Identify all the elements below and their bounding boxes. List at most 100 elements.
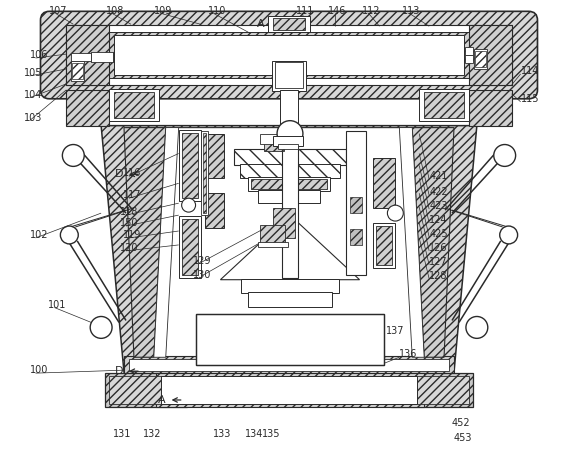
Text: 126: 126 [429,243,448,253]
Text: 111: 111 [296,6,314,16]
Polygon shape [221,215,359,280]
Bar [275,62,303,88]
Circle shape [466,317,488,338]
Text: 106: 106 [29,50,48,60]
Polygon shape [66,90,109,125]
Text: 135: 135 [262,429,281,439]
Bar [475,51,486,67]
Text: 119: 119 [123,230,141,240]
Text: 128: 128 [429,271,448,281]
Text: 101: 101 [48,300,67,310]
Bar [373,223,395,268]
Text: 112: 112 [362,6,380,16]
Polygon shape [101,125,477,372]
Bar [264,142,284,151]
Circle shape [62,144,84,166]
Bar [234,150,346,165]
Bar [273,136,303,145]
Bar [248,177,329,191]
Text: 120: 120 [120,243,138,253]
FancyBboxPatch shape [40,11,537,99]
Bar [109,376,183,404]
Bar [260,225,285,243]
Circle shape [388,205,403,221]
Text: 100: 100 [29,365,48,375]
Bar [469,25,511,85]
Text: 131: 131 [113,429,131,439]
Bar [196,313,384,365]
Text: 133: 133 [214,429,232,439]
Text: 118: 118 [120,207,138,217]
Bar [241,279,339,293]
Text: 104: 104 [24,90,42,100]
Text: A: A [256,19,264,29]
Bar [156,373,424,407]
Text: 127: 127 [429,257,448,267]
Bar [181,132,198,198]
Text: 107: 107 [50,6,68,16]
Bar [268,16,310,32]
Bar [196,313,384,365]
Bar [350,229,362,245]
Bar [395,376,469,404]
Bar [273,18,305,30]
Circle shape [90,317,112,338]
Text: 117: 117 [123,190,142,200]
Bar [73,63,84,79]
Text: 452: 452 [452,418,471,428]
Bar [273,208,295,238]
Bar [373,158,395,208]
Bar [282,129,298,278]
Bar [71,53,91,61]
Bar [203,132,206,213]
Bar [109,89,159,121]
Text: 108: 108 [106,6,124,16]
Bar [424,92,464,118]
Text: 116: 116 [123,169,141,178]
Bar [179,130,200,201]
Bar [204,193,225,228]
Circle shape [277,121,303,146]
Circle shape [500,226,518,244]
Circle shape [494,144,516,166]
Polygon shape [124,128,166,357]
Polygon shape [154,128,179,357]
Text: 113: 113 [402,6,420,16]
Text: A: A [158,395,166,405]
Text: 110: 110 [207,6,226,16]
Bar [260,134,288,144]
Text: 102: 102 [29,230,48,240]
Text: 124: 124 [429,215,448,225]
Bar [200,131,209,215]
Text: 421: 421 [429,171,448,181]
Bar [240,164,340,178]
Bar [105,373,187,407]
Circle shape [60,226,78,244]
Text: 423: 423 [429,201,448,211]
Text: 103: 103 [24,113,42,123]
Bar [419,89,469,121]
Bar [272,61,306,91]
Bar [161,376,417,404]
Polygon shape [412,128,454,357]
Bar [258,242,288,247]
Bar [350,197,362,213]
Bar [181,219,198,275]
Bar [66,25,109,85]
Bar [346,131,366,275]
Bar [91,52,113,62]
Polygon shape [399,128,424,357]
Bar [114,35,464,75]
Bar [465,55,473,63]
Text: D: D [115,366,123,376]
Bar [71,61,84,81]
Bar [391,373,473,407]
Bar [278,144,298,149]
Bar [179,216,200,278]
Bar [248,292,332,307]
Text: 130: 130 [192,270,211,280]
Bar [66,25,511,85]
Bar [377,226,392,265]
Text: 137: 137 [386,326,405,337]
Text: 453: 453 [454,433,472,443]
